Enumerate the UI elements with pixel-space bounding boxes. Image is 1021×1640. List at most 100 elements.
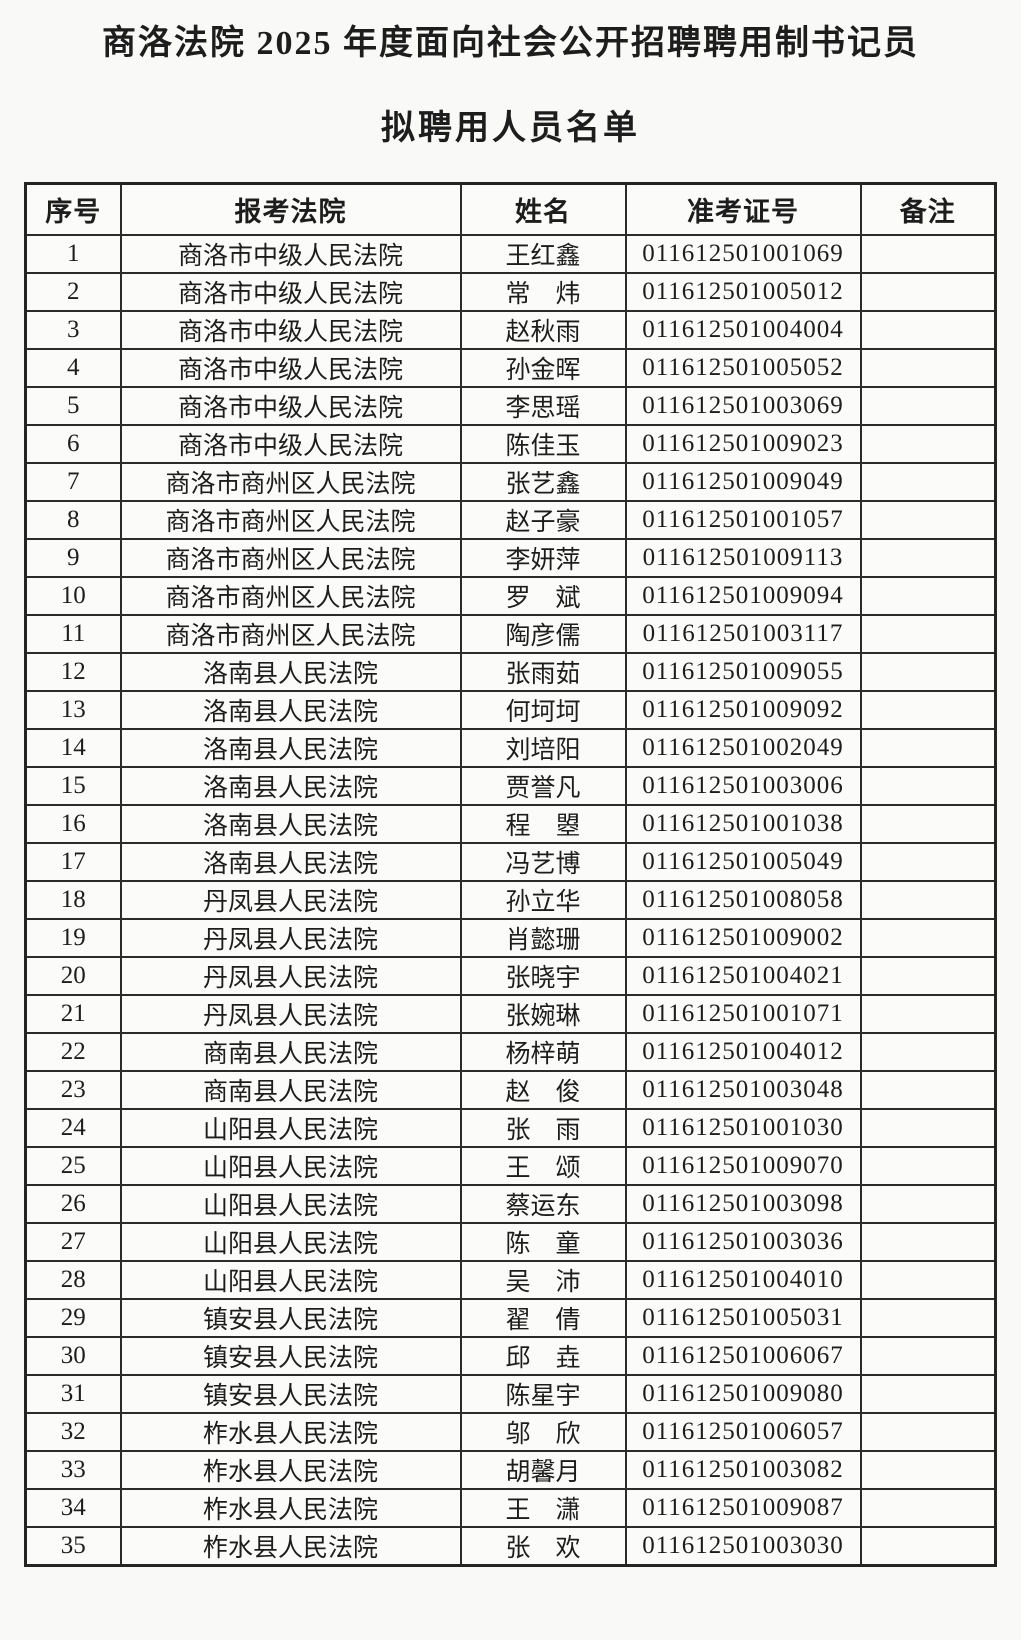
- cell-name: 蔡运东: [459, 1184, 627, 1225]
- cell-ticket-number: 011612501005031: [624, 1298, 862, 1339]
- cell-name: 张晓宇: [459, 956, 627, 997]
- cell-ticket-number: 011612501009055: [624, 652, 862, 693]
- cell-note: [859, 956, 997, 997]
- cell-note: [859, 842, 997, 883]
- cell-court: 柞水县人民法院: [119, 1450, 462, 1491]
- cell-ticket-number: 011612501003098: [624, 1184, 862, 1225]
- document-title: 商洛法院 2025 年度面向社会公开招聘聘用制书记员 拟聘用人员名单: [0, 0, 1021, 150]
- cell-serial-number: 25: [24, 1146, 122, 1187]
- cell-serial-number: 4: [24, 348, 122, 389]
- cell-name: 张 欢: [459, 1526, 627, 1567]
- cell-serial-number: 33: [24, 1450, 122, 1491]
- cell-ticket-number: 011612501009049: [624, 462, 862, 503]
- cell-serial-number: 30: [24, 1336, 122, 1377]
- cell-note: [859, 538, 997, 579]
- cell-ticket-number: 011612501001069: [624, 234, 862, 275]
- cell-serial-number: 8: [24, 500, 122, 541]
- cell-serial-number: 14: [24, 728, 122, 769]
- table-row: 24 山阳县人民法院 张 雨 011612501001030: [24, 1108, 997, 1149]
- cell-serial-number: 9: [24, 538, 122, 579]
- cell-serial-number: 1: [24, 234, 122, 275]
- table-row: 17 洛南县人民法院 冯艺博 011612501005049: [24, 842, 997, 883]
- cell-serial-number: 17: [24, 842, 122, 883]
- cell-court: 商洛市商州区人民法院: [119, 538, 462, 579]
- cell-note: [859, 1032, 997, 1073]
- cell-note: [859, 994, 997, 1035]
- cell-note: [859, 348, 997, 389]
- table-row: 15 洛南县人民法院 贾誉凡 011612501003006: [24, 766, 997, 807]
- cell-name: 陈佳玉: [459, 424, 627, 465]
- cell-note: [859, 728, 997, 769]
- cell-court: 柞水县人民法院: [119, 1488, 462, 1529]
- cell-court: 商洛市商州区人民法院: [119, 462, 462, 503]
- cell-serial-number: 22: [24, 1032, 122, 1073]
- cell-court: 山阳县人民法院: [119, 1222, 462, 1263]
- table-row: 26 山阳县人民法院 蔡运东 011612501003098: [24, 1184, 997, 1225]
- cell-ticket-number: 011612501009023: [624, 424, 862, 465]
- cell-name: 赵秋雨: [459, 310, 627, 351]
- cell-note: [859, 1070, 997, 1111]
- cell-note: [859, 1374, 997, 1415]
- table-body: 1 商洛市中级人民法院 王红鑫 011612501001069 2 商洛市中级人…: [24, 234, 997, 1567]
- table-row: 19 丹凤县人民法院 肖懿珊 011612501009002: [24, 918, 997, 959]
- cell-note: [859, 1108, 997, 1149]
- cell-serial-number: 24: [24, 1108, 122, 1149]
- cell-name: 赵子豪: [459, 500, 627, 541]
- table-row: 12 洛南县人民法院 张雨茹 011612501009055: [24, 652, 997, 693]
- cell-ticket-number: 011612501009092: [624, 690, 862, 731]
- cell-name: 邱 垚: [459, 1336, 627, 1377]
- cell-ticket-number: 011612501004010: [624, 1260, 862, 1301]
- cell-name: 孙金晖: [459, 348, 627, 389]
- cell-ticket-number: 011612501008058: [624, 880, 862, 921]
- cell-ticket-number: 011612501004012: [624, 1032, 862, 1073]
- cell-ticket-number: 011612501009087: [624, 1488, 862, 1529]
- table-row: 18 丹凤县人民法院 孙立华 011612501008058: [24, 880, 997, 921]
- cell-ticket-number: 011612501001038: [624, 804, 862, 845]
- cell-serial-number: 12: [24, 652, 122, 693]
- cell-court: 山阳县人民法院: [119, 1260, 462, 1301]
- cell-ticket-number: 011612501003117: [624, 614, 862, 655]
- cell-court: 镇安县人民法院: [119, 1374, 462, 1415]
- cell-note: [859, 234, 997, 275]
- cell-name: 吴 沛: [459, 1260, 627, 1301]
- cell-ticket-number: 011612501003036: [624, 1222, 862, 1263]
- cell-note: [859, 462, 997, 503]
- table-row: 20 丹凤县人民法院 张晓宇 011612501004021: [24, 956, 997, 997]
- cell-court: 商洛市商州区人民法院: [119, 614, 462, 655]
- cell-court: 丹凤县人民法院: [119, 880, 462, 921]
- table-row: 2 商洛市中级人民法院 常 炜 011612501005012: [24, 272, 997, 313]
- hired-personnel-table: 序号 报考法院 姓名 准考证号 备注 1 商洛市中级人民法院 王红鑫 01161…: [24, 181, 997, 1568]
- cell-court: 商洛市中级人民法院: [119, 386, 462, 427]
- cell-note: [859, 1184, 997, 1225]
- cell-note: [859, 500, 997, 541]
- cell-court: 商洛市商州区人民法院: [119, 576, 462, 617]
- cell-court: 丹凤县人民法院: [119, 956, 462, 997]
- cell-court: 商洛市中级人民法院: [119, 424, 462, 465]
- table-row: 25 山阳县人民法院 王 颂 011612501009070: [24, 1146, 997, 1187]
- cell-ticket-number: 011612501009080: [624, 1374, 862, 1415]
- header-ticket-number: 准考证号: [624, 182, 862, 237]
- table-row: 3 商洛市中级人民法院 赵秋雨 011612501004004: [24, 310, 997, 351]
- cell-note: [859, 1298, 997, 1339]
- cell-ticket-number: 011612501009070: [624, 1146, 862, 1187]
- cell-note: [859, 1146, 997, 1187]
- cell-note: [859, 310, 997, 351]
- cell-court: 商洛市中级人民法院: [119, 272, 462, 313]
- cell-name: 张婉琳: [459, 994, 627, 1035]
- cell-serial-number: 18: [24, 880, 122, 921]
- cell-name: 罗 斌: [459, 576, 627, 617]
- table-row: 28 山阳县人民法院 吴 沛 011612501004010: [24, 1260, 997, 1301]
- cell-ticket-number: 011612501009094: [624, 576, 862, 617]
- cell-note: [859, 424, 997, 465]
- cell-name: 李思瑶: [459, 386, 627, 427]
- table-row: 10 商洛市商州区人民法院 罗 斌 011612501009094: [24, 576, 997, 617]
- cell-court: 洛南县人民法院: [119, 690, 462, 731]
- cell-ticket-number: 011612501005049: [624, 842, 862, 883]
- table-row: 22 商南县人民法院 杨梓萌 011612501004012: [24, 1032, 997, 1073]
- cell-ticket-number: 011612501002049: [624, 728, 862, 769]
- cell-name: 程 曌: [459, 804, 627, 845]
- cell-serial-number: 3: [24, 310, 122, 351]
- header-serial-number: 序号: [24, 182, 122, 237]
- cell-serial-number: 10: [24, 576, 122, 617]
